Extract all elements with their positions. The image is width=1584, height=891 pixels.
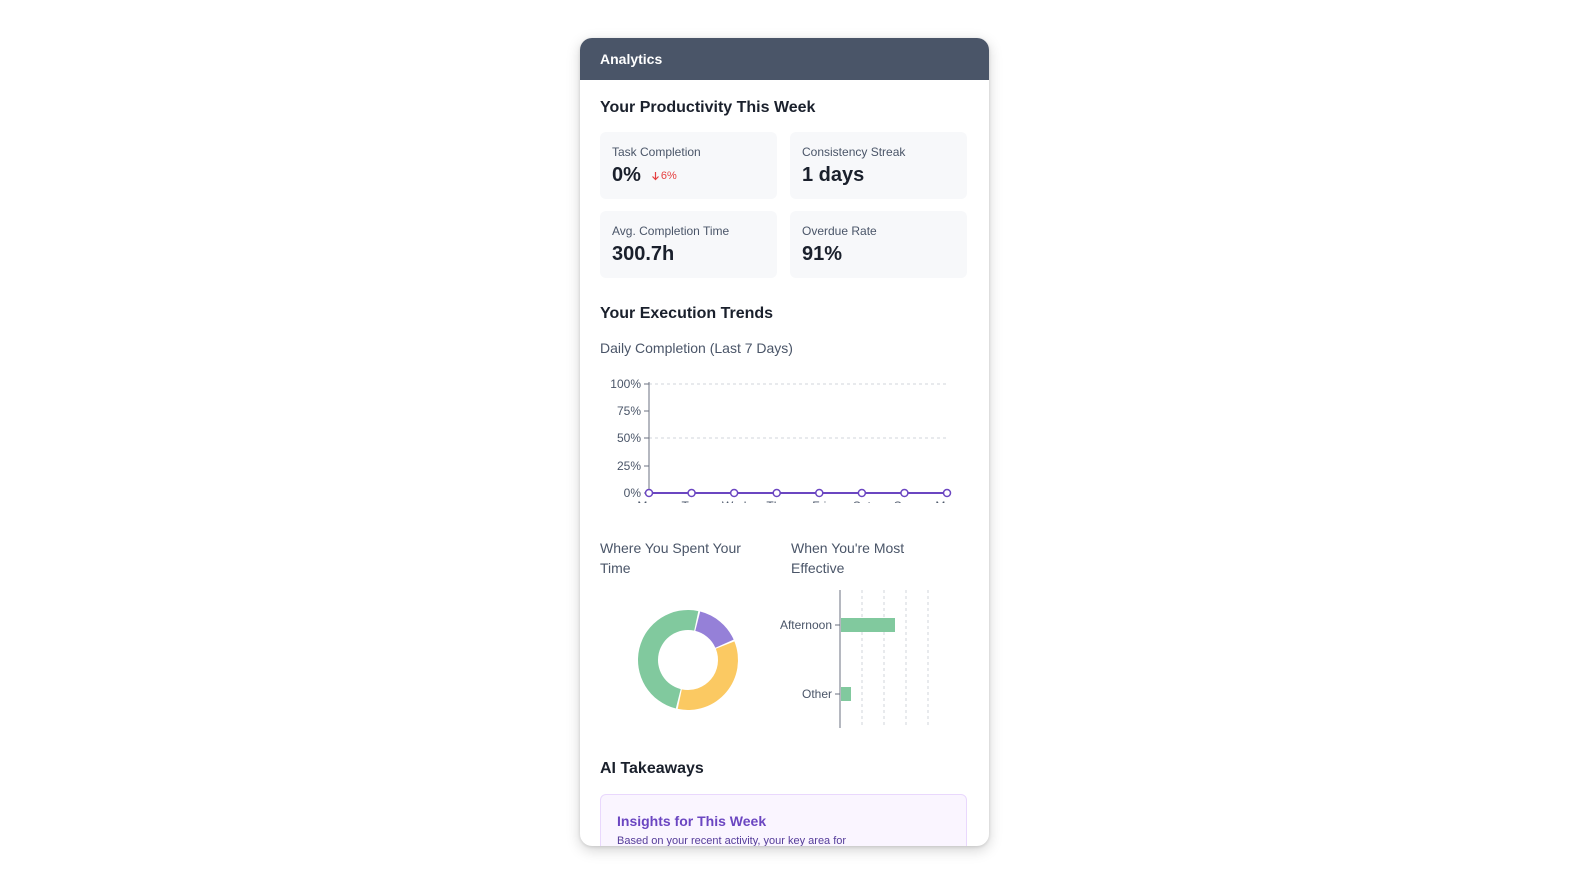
donut-slice (638, 610, 699, 709)
category-label: Other (802, 687, 832, 701)
insight-text: Based on your recent activity, your key … (617, 835, 847, 846)
y-tick-label: 25% (617, 459, 641, 473)
daily-chart-title: Daily Completion (Last 7 Days) (600, 340, 793, 356)
data-point (857, 488, 867, 498)
stat-card-consistency-streak: Consistency Streak 1 days (790, 132, 967, 199)
y-tick-label: 75% (617, 404, 641, 418)
stat-value: 300.7h (612, 243, 675, 265)
x-tick-label: Tue (681, 499, 702, 503)
x-tick-label: Sat (853, 499, 872, 503)
y-tick-label: 50% (617, 431, 641, 445)
arrow-down-icon (651, 172, 659, 181)
bar (841, 687, 851, 701)
stat-card-task-completion: Task Completion 0% 6% (600, 132, 777, 199)
data-point (815, 488, 824, 498)
insight-card: Insights for This Week Based on your rec… (600, 794, 967, 846)
bar (841, 618, 895, 632)
data-point (900, 488, 909, 498)
stat-value: 0% (612, 164, 641, 186)
panel-title: Analytics (600, 51, 663, 67)
x-tick-label: Mon (637, 499, 660, 503)
daily-completion-chart: 0% 25% 50% 75% 100% Mon Tue Wed Thu Fri Sat Sun Mon (610, 377, 958, 503)
stat-value: 1 days (802, 164, 865, 186)
effective-time-bar-chart: Afternoon Other (780, 590, 929, 728)
time-spent-donut-chart (638, 610, 738, 710)
data-point (687, 488, 696, 498)
data-point (772, 488, 781, 498)
x-tick-label: Fri (812, 499, 826, 503)
stat-label: Consistency Streak (802, 145, 906, 159)
y-tick-label: 100% (610, 377, 641, 391)
donut-slice (695, 611, 734, 648)
stat-label: Avg. Completion Time (612, 224, 730, 238)
effective-chart-title: When You're Most Effective (791, 540, 905, 576)
x-tick-label: Sun (894, 499, 915, 503)
y-tick-label: 0% (624, 486, 642, 500)
x-tick-label: Wed (722, 499, 746, 503)
analytics-panel: Analytics Your Productivity This Week Ta… (580, 38, 989, 846)
x-tick-label: Thu (766, 499, 787, 503)
delta-value: 6% (660, 170, 677, 182)
stat-card-overdue-rate: Overdue Rate 91% (790, 211, 967, 278)
data-point (644, 488, 654, 498)
x-tick-label: Mon (935, 499, 958, 503)
donut-slice (677, 641, 738, 710)
stat-label: Overdue Rate (802, 224, 877, 238)
stat-label: Task Completion (612, 145, 701, 159)
delta-badge: 6% (651, 170, 677, 182)
data-point (729, 488, 739, 498)
data-point (942, 488, 952, 498)
trends-section-title: Your Execution Trends (600, 305, 774, 322)
stat-value: 91% (802, 243, 843, 265)
time-chart-title: Where You Spent Your Time (600, 540, 741, 576)
category-label: Afternoon (780, 618, 832, 632)
productivity-section-title: Your Productivity This Week (600, 99, 816, 116)
panel-header: Analytics (580, 38, 989, 80)
insight-title: Insights for This Week (617, 813, 767, 829)
stat-card-avg-completion-time: Avg. Completion Time 300.7h (600, 211, 777, 278)
takeaways-section-title: AI Takeaways (600, 760, 704, 777)
